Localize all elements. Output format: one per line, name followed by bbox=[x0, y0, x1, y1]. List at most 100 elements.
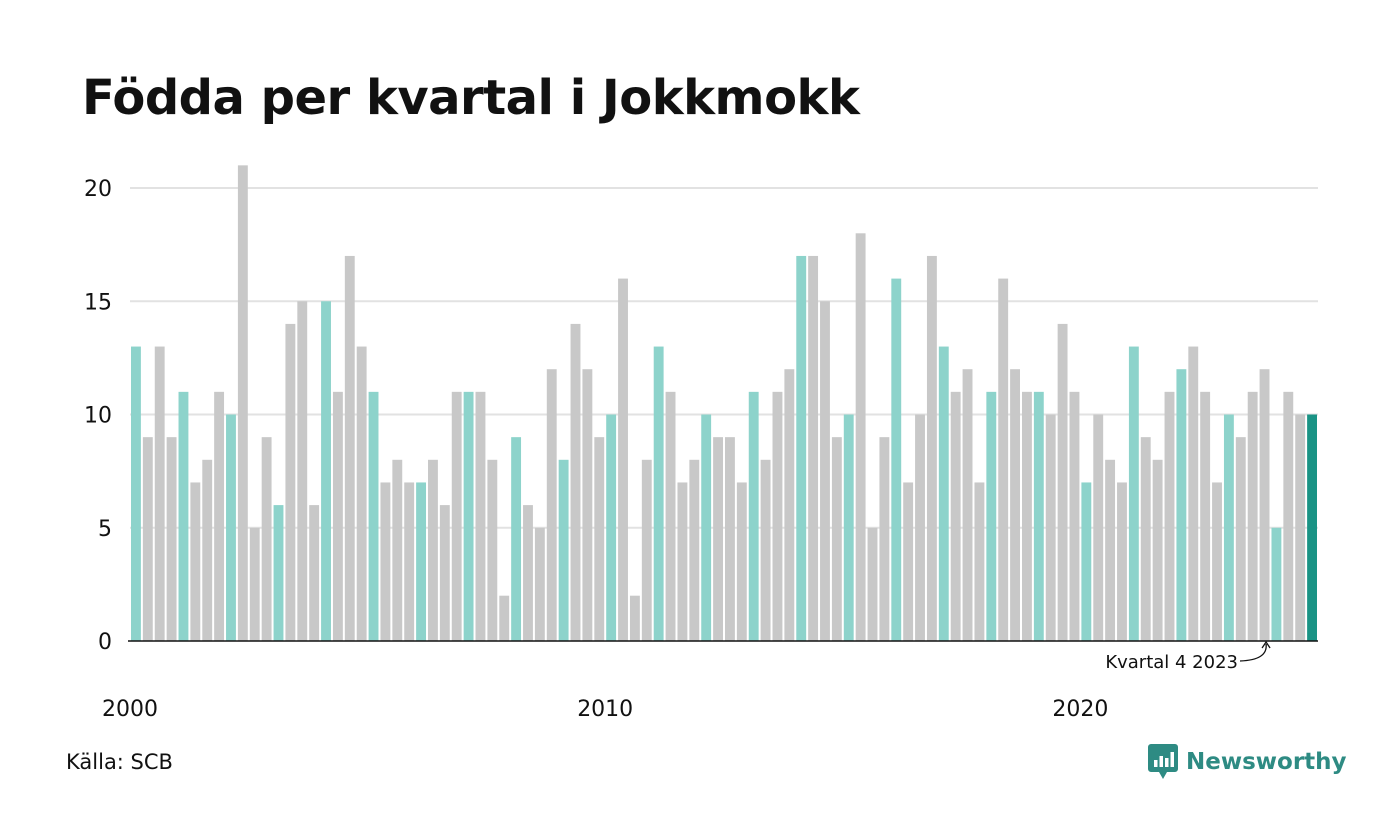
x-axis-ticks: 2000 2010 2020 bbox=[102, 697, 1108, 722]
source-note: Källa: SCB bbox=[66, 750, 173, 774]
bar-2011-q4 bbox=[689, 459, 700, 641]
y-tick-label-20: 20 bbox=[84, 177, 112, 202]
bar-2004-q2 bbox=[332, 391, 343, 641]
bar-2020-q4 bbox=[1117, 482, 1127, 641]
bar-2013-q4 bbox=[784, 369, 795, 641]
bar-2014-q4 bbox=[831, 437, 842, 641]
bar-2002-q1 bbox=[226, 414, 236, 641]
bar-2004-q3 bbox=[344, 255, 355, 641]
bar-2022-q3 bbox=[1200, 391, 1211, 641]
bar-2024-q4 bbox=[1307, 414, 1317, 641]
bar-2014-q1 bbox=[796, 255, 807, 641]
x-tick-label-2020: 2020 bbox=[1052, 697, 1108, 722]
bar-2003-q1 bbox=[273, 505, 284, 641]
bar-2019-q2 bbox=[1045, 414, 1056, 641]
x-tick-label-2000: 2000 bbox=[102, 697, 158, 722]
bar-2001-q1 bbox=[178, 391, 189, 641]
bar-2015-q1 bbox=[843, 414, 854, 641]
brand-name: Newsworthy bbox=[1186, 749, 1347, 775]
x-tick-label-2010: 2010 bbox=[577, 697, 633, 722]
bar-2010-q4 bbox=[641, 459, 652, 641]
bar-2004-q1 bbox=[321, 301, 331, 641]
bar-2020-q3 bbox=[1105, 459, 1116, 641]
bar-2017-q2 bbox=[950, 391, 961, 641]
bar-2021-q4 bbox=[1164, 391, 1175, 641]
bar-chart: 0 5 10 15 20 2000 2010 2020 Kvartal 4 2023 bbox=[84, 165, 1318, 722]
bar-2016-q2 bbox=[903, 482, 914, 641]
bar-2000-q4 bbox=[166, 437, 177, 641]
bar-2002-q2 bbox=[237, 165, 248, 641]
bar-2008-q2 bbox=[523, 505, 533, 641]
bar-2011-q2 bbox=[665, 391, 676, 641]
bar-2015-q3 bbox=[867, 527, 878, 641]
bar-2009-q4 bbox=[594, 437, 605, 641]
y-axis-ticks: 0 5 10 15 20 bbox=[84, 177, 112, 655]
bar-2017-q4 bbox=[974, 482, 985, 641]
bar-2005-q2 bbox=[380, 482, 391, 641]
bar-2023-q1 bbox=[1223, 414, 1234, 641]
y-tick-label-0: 0 bbox=[98, 630, 112, 655]
annotation-label: Kvartal 4 2023 bbox=[1105, 652, 1238, 673]
annotation-arrow bbox=[1239, 640, 1271, 662]
bar-2019-q1 bbox=[1033, 391, 1044, 641]
bar-2003-q3 bbox=[297, 301, 308, 641]
bar-2001-q2 bbox=[190, 482, 201, 641]
bar-2012-q4 bbox=[736, 482, 747, 641]
gridlines bbox=[130, 187, 1318, 529]
y-tick-label-15: 15 bbox=[84, 290, 112, 315]
bar-2022-q2 bbox=[1188, 346, 1199, 641]
bar-2015-q2 bbox=[855, 233, 866, 642]
bar-2007-q4 bbox=[499, 595, 510, 641]
bar-2008-q1 bbox=[511, 437, 522, 641]
bar-2013-q3 bbox=[772, 391, 783, 641]
bar-2011-q3 bbox=[677, 482, 688, 641]
bar-2011-q1 bbox=[653, 346, 664, 641]
bar-2018-q1 bbox=[986, 391, 997, 641]
bar-2024-q2 bbox=[1283, 391, 1294, 641]
bar-2010-q2 bbox=[618, 278, 628, 641]
bar-2016-q1 bbox=[891, 278, 902, 641]
bar-2000-q2 bbox=[142, 437, 153, 641]
bar-2024-q1 bbox=[1271, 527, 1282, 641]
bar-2021-q1 bbox=[1128, 346, 1139, 641]
bar-2012-q2 bbox=[713, 437, 723, 641]
chart-title: Födda per kvartal i Jokkmokk bbox=[82, 70, 860, 126]
bar-2023-q2 bbox=[1235, 437, 1246, 641]
bar-2023-q3 bbox=[1247, 391, 1258, 641]
bar-2005-q4 bbox=[404, 482, 415, 641]
bar-2006-q1 bbox=[416, 482, 426, 641]
bar-2012-q1 bbox=[701, 414, 712, 641]
bar-2007-q1 bbox=[463, 391, 474, 641]
bar-2000-q1 bbox=[131, 346, 141, 641]
bar-2001-q3 bbox=[202, 459, 213, 641]
bar-2013-q2 bbox=[760, 459, 771, 641]
bar-2014-q3 bbox=[820, 301, 830, 641]
bar-2021-q2 bbox=[1140, 437, 1151, 641]
bar-2012-q3 bbox=[725, 437, 735, 641]
brand-logo: Newsworthy bbox=[1148, 744, 1347, 780]
bar-2023-q4 bbox=[1259, 369, 1270, 641]
bar-2022-q4 bbox=[1212, 482, 1222, 641]
bar-2020-q1 bbox=[1081, 482, 1092, 641]
bar-2006-q2 bbox=[428, 459, 438, 641]
bar-2015-q4 bbox=[879, 437, 890, 641]
bar-2010-q3 bbox=[629, 595, 640, 641]
bar-2022-q1 bbox=[1176, 369, 1187, 641]
bar-2005-q3 bbox=[392, 459, 403, 641]
bar-2010-q1 bbox=[606, 414, 617, 641]
latest-annotation: Kvartal 4 2023 bbox=[1105, 640, 1271, 673]
bar-2018-q3 bbox=[1010, 369, 1020, 641]
bar-2009-q1 bbox=[558, 459, 569, 641]
bar-2021-q3 bbox=[1152, 459, 1163, 641]
bar-2018-q4 bbox=[1022, 391, 1032, 641]
bar-2020-q2 bbox=[1093, 414, 1104, 641]
bar-2017-q3 bbox=[962, 369, 973, 641]
bar-2002-q4 bbox=[261, 437, 272, 641]
bar-2000-q3 bbox=[154, 346, 165, 641]
bar-2005-q1 bbox=[368, 391, 379, 641]
bar-2017-q1 bbox=[938, 346, 949, 641]
bar-2009-q2 bbox=[570, 323, 581, 641]
bar-2019-q3 bbox=[1057, 323, 1068, 641]
bar-2007-q3 bbox=[487, 459, 498, 641]
bar-2008-q4 bbox=[546, 369, 557, 641]
